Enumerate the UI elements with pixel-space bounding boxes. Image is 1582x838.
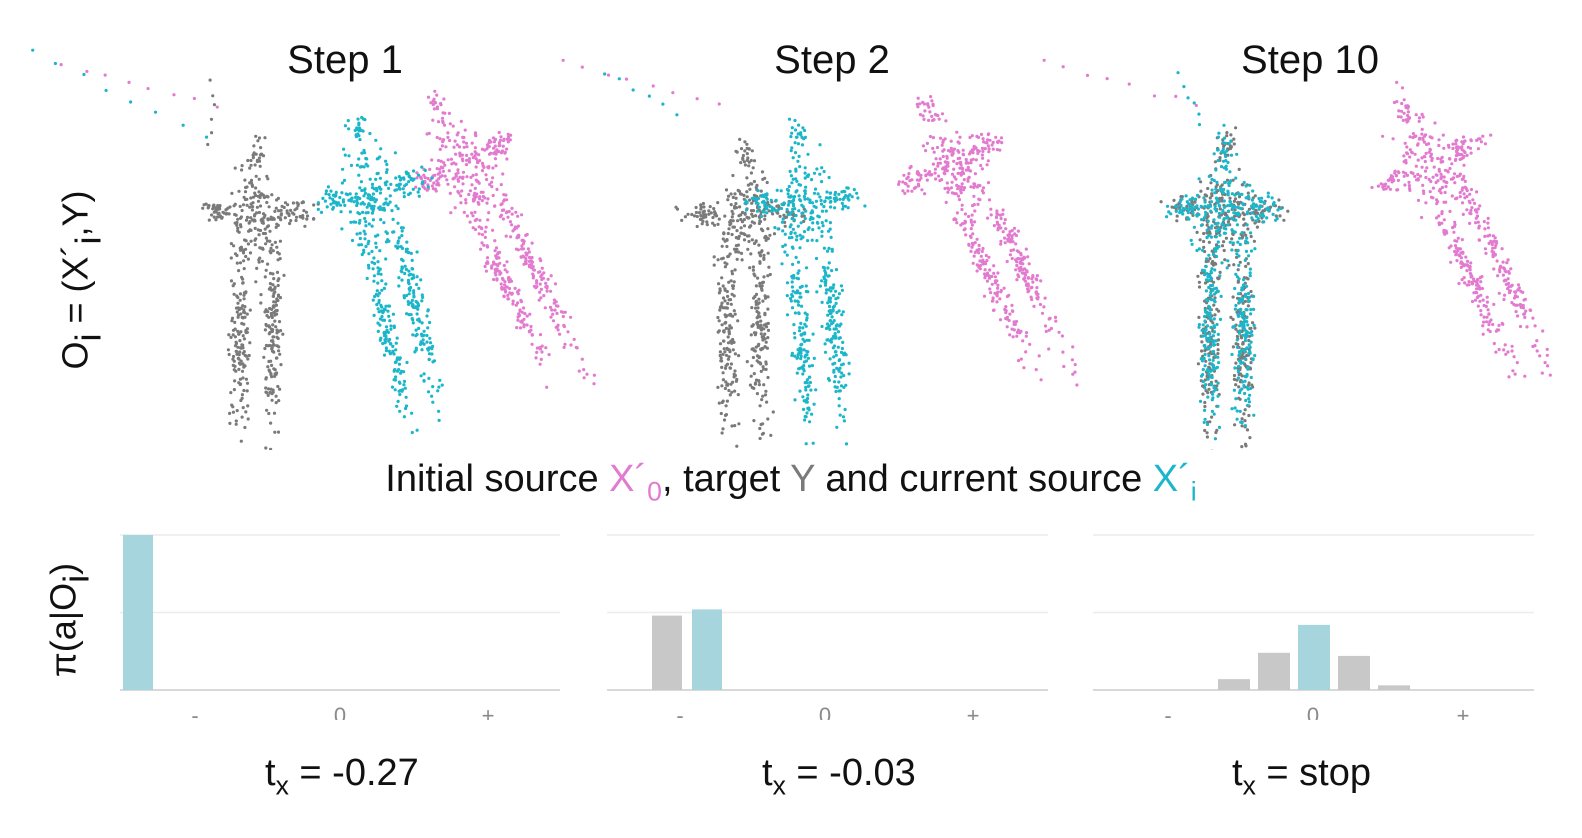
caption-current-source: X´i: [1152, 458, 1197, 507]
bar: [1258, 652, 1290, 690]
point-cloud: [561, 58, 1079, 387]
legend-caption: Initial source X´0, target Y and current…: [0, 458, 1582, 507]
caption-initial-source: X´0: [609, 458, 662, 507]
caption-text-3: and current source: [814, 458, 1153, 500]
step-10-tx-label: tx = stop: [1232, 752, 1371, 801]
caption-text-1: Initial source: [385, 458, 610, 500]
point-cloud: [201, 78, 320, 450]
point-cloud: [1159, 126, 1290, 450]
x-tick-label: -: [191, 703, 198, 720]
point-cloud-illustrations: [31, 48, 1552, 450]
point-cloud: [1165, 71, 1283, 441]
caption-target: Y: [790, 458, 815, 500]
policy-bar-charts: - 0 + - 0 + - 0 +: [120, 534, 1534, 720]
step-2-title: Step 2: [774, 38, 890, 82]
bar: [1378, 685, 1410, 690]
bar: [1298, 624, 1330, 690]
bar: [1218, 679, 1250, 690]
point-cloud: [603, 72, 867, 446]
caption-text-2: , target: [661, 458, 791, 500]
point-cloud: [31, 48, 444, 435]
bar: [1338, 655, 1370, 690]
observation-axis-label: Oi = (X´i,Y): [54, 190, 109, 370]
x-tick-label: -: [1164, 703, 1171, 720]
bar: [123, 535, 153, 690]
x-tick-label: +: [1457, 703, 1470, 720]
step-2-tx-label: tx = -0.03: [762, 752, 916, 801]
x-tick-label: 0: [334, 703, 346, 720]
x-tick-label: 0: [1307, 703, 1319, 720]
step-1-tx-label: tx = -0.27: [265, 752, 419, 801]
point-cloud: [674, 137, 806, 448]
step-1-title: Step 1: [287, 38, 403, 82]
step-10-title: Step 10: [1241, 38, 1379, 82]
x-tick-label: 0: [819, 703, 831, 720]
point-cloud: [1042, 58, 1552, 379]
bar: [692, 609, 722, 690]
x-tick-label: -: [676, 703, 683, 720]
x-tick-label: +: [482, 703, 495, 720]
x-tick-label: +: [967, 703, 980, 720]
bar: [652, 615, 682, 690]
